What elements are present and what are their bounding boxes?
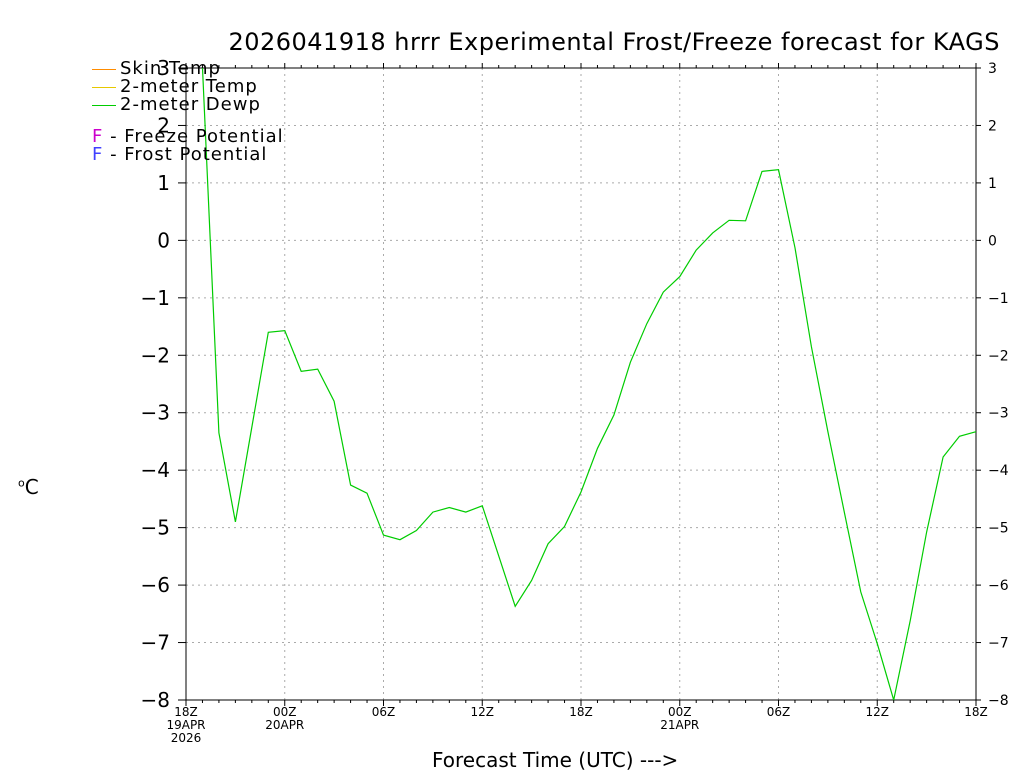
legend-swatch [92,104,116,106]
x-axis-label: Forecast Time (UTC) ---> [432,748,679,772]
legend-note-letter: F [92,126,104,147]
legend-label: 2-meter Dewp [120,94,261,115]
y-tick-label-right: 2 [988,118,997,134]
y-tick-label-right: 3 [988,61,997,77]
x-tick-label: 00Z [273,705,297,719]
x-tick-label: 12Z [471,705,495,719]
y-tick-label-left: −6 [141,573,170,597]
x-tick-label: 06Z [767,705,791,719]
y-tick-label-right: −5 [988,521,1009,537]
y-tick-label-left: −2 [141,343,170,367]
legend-label: 2-meter Temp [120,76,258,97]
y-tick-label-left: −5 [141,516,170,540]
legend-note-text: - Frost Potential [103,144,268,165]
y-tick-label-right: −6 [988,578,1009,594]
y-tick-label-left: −8 [141,688,170,712]
series-layer [201,67,977,701]
legend-item-2m-dewp: 2-meter Dewp [92,96,284,114]
y-tick-label-right: −2 [988,348,1009,364]
grid-lines [186,68,976,700]
y-axis-label-degree: o [18,476,25,490]
legend-note-freeze: F - Freeze Potential [92,128,284,146]
x-tick-label: 06Z [372,705,396,719]
y-tick-label-left: 0 [157,228,170,252]
y-tick-label-right: −7 [988,636,1009,652]
y-tick-label-right: 0 [988,233,997,249]
x-tick-label: 19APR [166,718,205,732]
y-tick-label-left: −1 [141,286,170,310]
legend-note-frost: F - Frost Potential [92,146,284,164]
y-axis-label-unit: C [24,475,39,499]
y-tick-label-right: −3 [988,406,1009,422]
y-tick-label-left: 2 [157,113,170,137]
legend-note-letter: F [92,144,104,165]
x-tick-label: 21APR [660,718,699,732]
x-tick-label: 18Z [964,705,988,719]
y-tick-label-right: −8 [988,693,1009,709]
chart-title: 2026041918 hrrr Experimental Frost/Freez… [228,28,1000,56]
y-tick-label-left: −7 [141,631,170,655]
x-tick-label: 18Z [174,705,198,719]
legend-note-text: - Freeze Potential [103,126,284,147]
x-tick-label: 2026 [171,731,202,745]
x-tick-label: 18Z [569,705,593,719]
y-axis-label: oC [18,475,39,499]
x-tick-label: 12Z [866,705,890,719]
legend-swatch [92,68,116,70]
y-tick-label-left: 3 [157,56,170,80]
y-tick-label-right: −1 [988,291,1009,307]
legend-item-skin-temp: Skin Temp [92,60,284,78]
x-tick-label: 20APR [265,718,304,732]
axis-ticks: −8 −8 −7 −7 −6 −6 −5 −5 −4 −4 −3 −3 −2 −2 −1 −1 0 0 1 1 2 2 3 3… [141,56,1009,745]
x-tick-label: 00Z [668,705,692,719]
series-line-2m-dewp [201,67,977,701]
plot-frame [185,67,977,701]
legend: Skin Temp 2-meter Temp 2-meter Dewp F - … [92,60,284,164]
y-tick-label-right: −4 [988,463,1009,479]
legend-swatch [92,86,116,88]
y-tick-label-left: 1 [157,171,170,195]
y-tick-label-left: −4 [141,458,170,482]
y-tick-label-right: 1 [988,176,997,192]
y-tick-label-left: −3 [141,401,170,425]
legend-item-2m-temp: 2-meter Temp [92,78,284,96]
legend-label: Skin Temp [120,58,221,79]
